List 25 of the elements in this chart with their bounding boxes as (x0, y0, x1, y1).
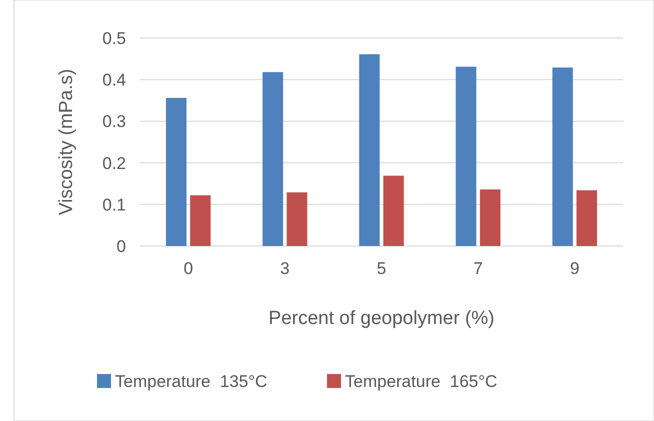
y-tick-label: 0.1 (102, 195, 126, 214)
bar (576, 190, 598, 246)
bar (456, 66, 476, 246)
x-tick-label: 7 (473, 259, 483, 278)
bar (262, 72, 284, 246)
y-tick-label: 0 (116, 236, 126, 256)
legend-label: Temperature 135°C (115, 372, 268, 391)
y-tick-label: 0.5 (102, 28, 126, 48)
x-tick-label: 5 (376, 259, 386, 278)
x-tick-label: 3 (280, 259, 290, 278)
y-axis-title: Viscosity (mPa.s) (56, 68, 77, 216)
y-tick-label: 0.2 (102, 154, 126, 173)
x-tick-label: 0 (184, 259, 194, 278)
y-tick-label: 0.3 (102, 112, 126, 132)
bar (359, 54, 380, 246)
x-tick-label: 9 (570, 259, 580, 278)
bar (190, 195, 211, 246)
legend-label: Temperature 165°C (345, 372, 498, 391)
y-tick-label: 0.4 (102, 70, 126, 90)
x-axis-title: Percent of geopolymer (%) (268, 308, 494, 329)
bar (166, 98, 186, 246)
bar (552, 68, 573, 246)
bar (480, 189, 500, 246)
bar (286, 192, 308, 246)
bar (383, 176, 404, 246)
